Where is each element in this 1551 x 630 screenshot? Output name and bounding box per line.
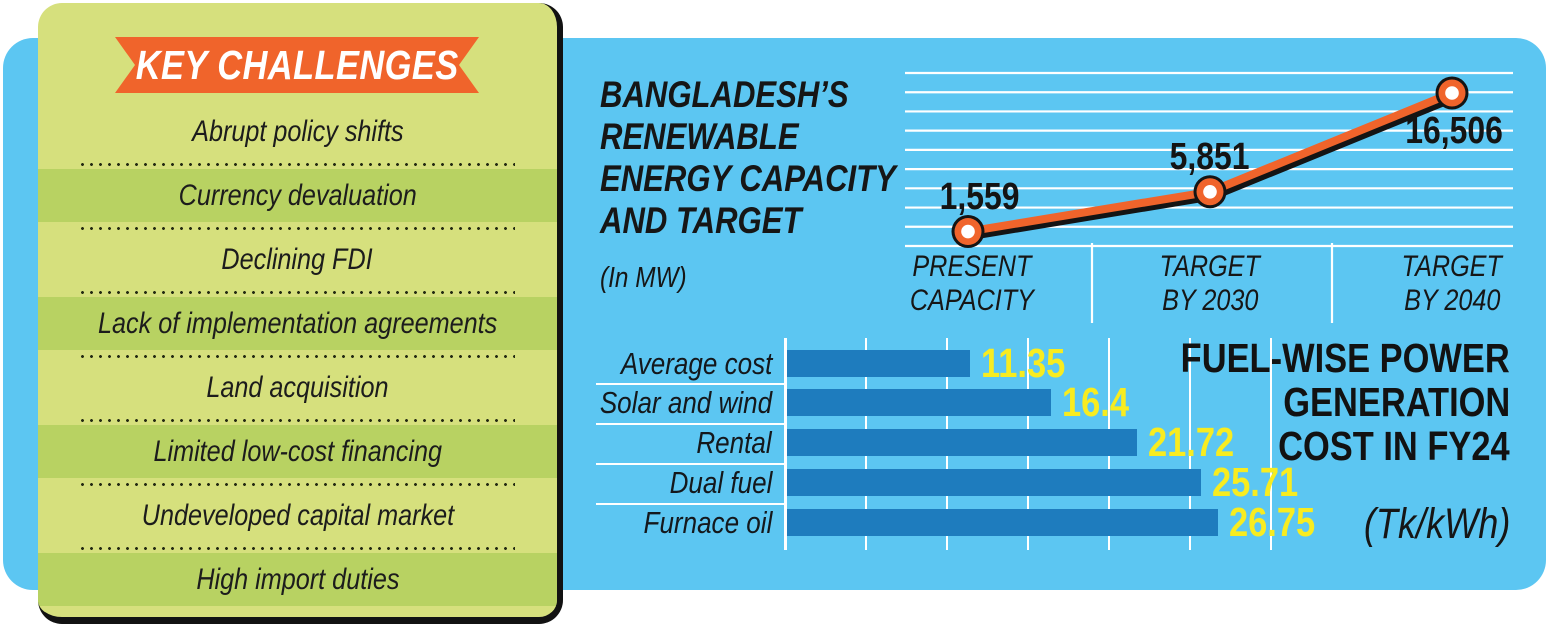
bar-furnace-oil [787,509,1218,536]
fuel-chart-title: FUEL-WISE POWER GENERATION COST IN FY24 [1180,335,1510,469]
data-point-marker [961,224,975,239]
bar-row-solar-and-wind: Solar and wind 16.4 [599,379,1130,425]
key-challenges-banner-label: KEY CHALLENGES [135,41,459,88]
bar-solar-and-wind [787,389,1051,416]
title-line: RENEWABLE [600,116,799,157]
bar-row-dual-fuel: Dual fuel 25.71 [669,459,1299,505]
key-challenges-card: KEY CHALLENGES Abrupt policy shifts Curr… [38,3,563,624]
bar-row-separator [596,463,786,465]
data-point-marker [1445,86,1459,100]
fuel-chart-unit: (Tk/kWh) [1363,500,1510,548]
bar-chart-axis-line [784,338,787,550]
bar-row-furnace-oil: Furnace oil 26.75 [643,499,1315,545]
renewable-line-chart [905,71,1513,323]
challenge-row: Limited low-cost financing [38,420,557,486]
title-line: ENERGY CAPACITY [600,158,896,199]
x-tick-target-2040: TARGET BY 2040 [1401,250,1503,317]
bar-row-rental: Rental 21.72 [696,419,1234,465]
bar-dual-fuel [787,469,1201,496]
x-tick-target-2030: TARGET BY 2030 [1159,250,1261,317]
renewable-chart-title: BANGLADESH’S RENEWABLE ENERGY CAPACITY A… [600,74,900,242]
challenge-row: Declining FDI [38,228,557,294]
bar-row-average-cost: Average cost 11.35 [620,340,1065,386]
key-challenges-banner: KEY CHALLENGES [115,37,479,93]
bar-row-separator [596,423,786,425]
title-line: AND TARGET [600,200,802,241]
challenge-row: Lack of implementation agreements [38,292,557,358]
bar-rental [787,429,1137,456]
gridline-vertical [1189,338,1191,550]
bar-average-cost [787,350,970,377]
gridline-vertical [1270,338,1272,550]
data-label-present-capacity: 1,559 [940,176,1020,218]
bar-row-separator [596,383,786,385]
renewable-chart-unit: (In MW) [600,262,687,294]
title-line: BANGLADESH’S [600,74,849,115]
data-point-marker [1203,184,1217,199]
challenge-row: Land acquisition [38,356,557,422]
x-tick-present-capacity: PRESENT CAPACITY [909,250,1035,317]
challenge-row: Currency devaluation [38,164,557,230]
challenge-row: Abrupt policy shifts [38,100,557,166]
data-label-target-2040: 16,506 [1405,110,1504,152]
key-challenges-list: Abrupt policy shifts Currency devaluatio… [38,100,557,612]
challenge-row: High import duties [38,548,557,612]
data-label-target-2030: 5,851 [1170,136,1250,178]
bar-row-separator [596,503,786,505]
x-axis-dividers [1090,243,1334,323]
challenge-row: Undeveloped capital market [38,484,557,550]
data-point-markers [951,76,1469,249]
